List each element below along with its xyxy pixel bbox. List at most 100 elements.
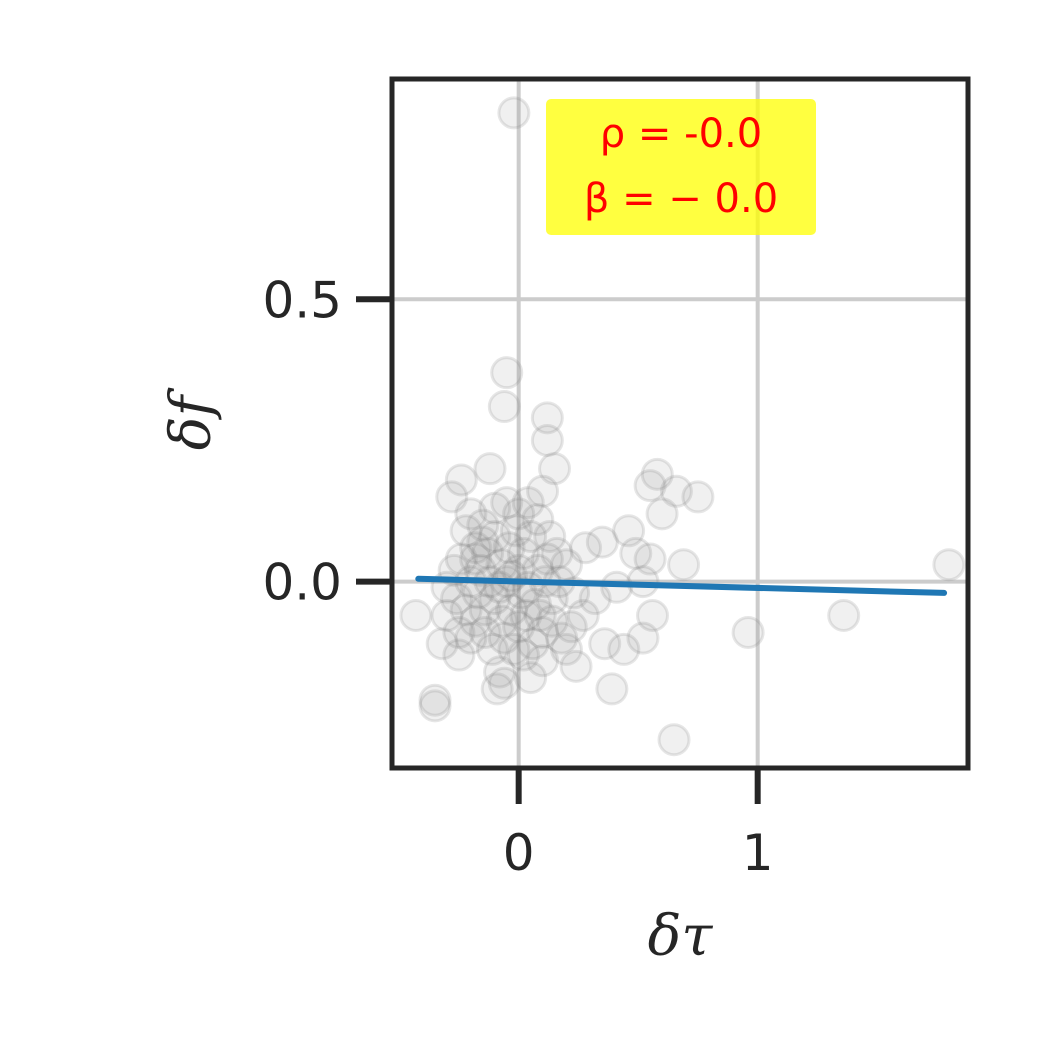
- scatter-point: [399, 599, 433, 633]
- scatter-point: [497, 96, 531, 130]
- scatter-point: [659, 474, 693, 508]
- scatter-point: [459, 542, 493, 576]
- scatter-point: [459, 531, 493, 565]
- scatter-point: [471, 536, 505, 570]
- scatter-point: [607, 632, 641, 666]
- scatter-point: [566, 599, 600, 633]
- scatter-point: [506, 536, 540, 570]
- scatter-point: [487, 390, 521, 424]
- scatter-point: [559, 649, 593, 683]
- scatter-point: [478, 491, 512, 525]
- scatter-point: [454, 621, 488, 655]
- scatter-point: [518, 587, 552, 621]
- scatter-point: [506, 638, 540, 672]
- scatter-point: [475, 632, 509, 666]
- scatter-point: [442, 638, 476, 672]
- scatter-point: [516, 627, 550, 661]
- plot-frame: [389, 76, 971, 771]
- scatter-point: [530, 423, 564, 457]
- scatter-point: [466, 525, 500, 559]
- annotation-beta: β = − 0.0: [584, 176, 778, 222]
- scatter-point: [538, 452, 572, 486]
- scatter-point: [483, 655, 517, 689]
- scatter-point: [657, 723, 691, 757]
- scatter-point: [478, 519, 512, 553]
- scatter-point: [473, 452, 507, 486]
- y-tick-label-1: 0.5: [262, 271, 342, 329]
- scatter-point: [504, 576, 538, 610]
- scatter-point: [585, 525, 619, 559]
- scatter-point: [468, 593, 502, 627]
- scatter-point: [645, 497, 679, 531]
- y-tick-label-0: 0.0: [262, 554, 342, 612]
- scatter-point: [827, 599, 861, 633]
- scatter-point: [626, 621, 660, 655]
- scatter-point: [595, 672, 629, 706]
- scatter-point: [619, 536, 653, 570]
- scatter-point: [521, 503, 555, 537]
- y-axis-ticks: 0.0 0.5: [262, 271, 392, 612]
- regression-line: [415, 575, 948, 596]
- scatter-point: [495, 559, 529, 593]
- scatter-point: [549, 548, 583, 582]
- scatter-point: [485, 604, 519, 638]
- scatter-point: [449, 593, 483, 627]
- scatter-point: [480, 672, 514, 706]
- scatter-point: [459, 604, 493, 638]
- scatter-point: [514, 661, 548, 695]
- scatter-point: [511, 486, 545, 520]
- scatter-point: [468, 615, 502, 649]
- scatter-point: [418, 683, 452, 717]
- stats-annotation: ρ = -0.0 β = − 0.0: [546, 99, 816, 235]
- scatter-point: [497, 632, 531, 666]
- scatter-point: [569, 531, 603, 565]
- scatter-point: [425, 627, 459, 661]
- scatter-point: [530, 401, 564, 435]
- scatter-point: [526, 615, 560, 649]
- x-tick-label-1: 1: [742, 824, 774, 882]
- scatter-point: [932, 548, 966, 582]
- scatter-point: [530, 542, 564, 576]
- scatter-point: [533, 519, 567, 553]
- scatter-point: [442, 615, 476, 649]
- scatter-point: [499, 514, 533, 548]
- scatter-point: [440, 582, 474, 616]
- scatter-point: [449, 514, 483, 548]
- scatter-point: [435, 480, 469, 514]
- scatter-point: [521, 553, 555, 587]
- scatter-point: [495, 593, 529, 627]
- scatter-point: [502, 497, 536, 531]
- scatter-point: [490, 356, 524, 390]
- scatter-point: [633, 542, 667, 576]
- x-tick-label-0: 0: [503, 824, 535, 882]
- scatter-point: [487, 666, 521, 700]
- scatter-point: [514, 519, 548, 553]
- x-axis-label: δτ: [648, 904, 714, 969]
- scatter-point: [535, 604, 569, 638]
- scatter-point: [444, 542, 478, 576]
- scatter-point: [490, 486, 524, 520]
- scatter-point: [633, 469, 667, 503]
- annotation-rho: ρ = -0.0: [600, 111, 762, 157]
- scatter-point: [502, 610, 536, 644]
- scatter-point: [549, 632, 583, 666]
- scatter-point: [444, 463, 478, 497]
- scatter-point: [454, 497, 488, 531]
- scatter-point: [588, 627, 622, 661]
- scatter-point: [731, 615, 765, 649]
- scatter-point: [509, 599, 543, 633]
- scatter-point: [612, 514, 646, 548]
- scatter-point: [526, 644, 560, 678]
- scatter-point: [492, 531, 526, 565]
- scatter-point: [540, 536, 574, 570]
- scatter-point: [430, 599, 464, 633]
- scatter-point: [523, 599, 557, 633]
- scatter-point: [487, 621, 521, 655]
- scatter-point: [418, 689, 452, 723]
- scatter-point: [667, 548, 701, 582]
- y-axis-label: δf: [159, 387, 224, 451]
- annotation-box: [546, 99, 816, 235]
- scatter-point: [466, 508, 500, 542]
